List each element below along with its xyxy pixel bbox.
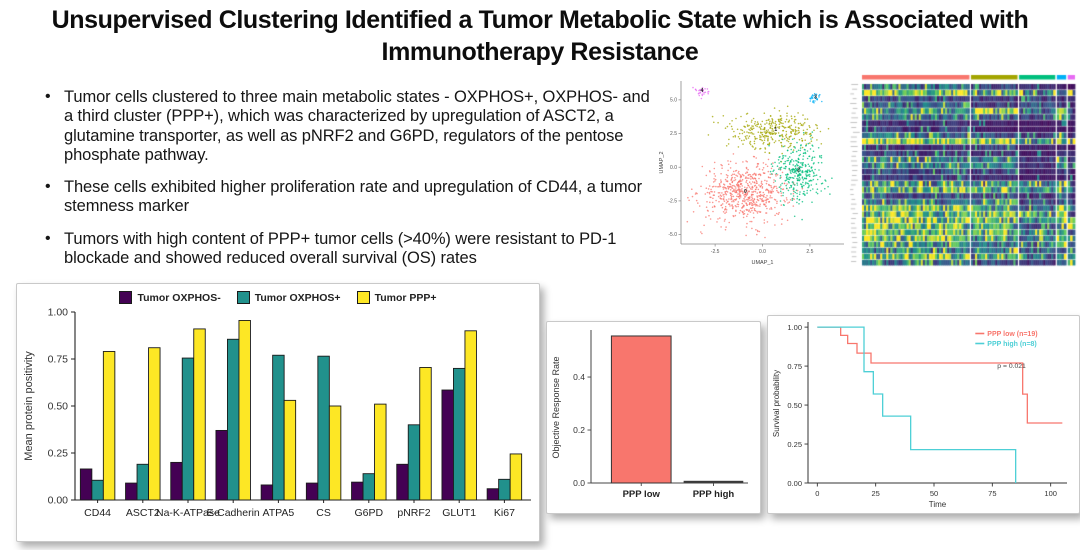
svg-text:4: 4	[700, 88, 703, 94]
svg-text:CS: CS	[316, 507, 331, 519]
svg-text:-5.0: -5.0	[668, 232, 677, 238]
svg-text:PPP high: PPP high	[693, 489, 735, 500]
svg-text:1: 1	[774, 127, 777, 133]
svg-text:0.50: 0.50	[48, 401, 69, 413]
svg-text:p = 0.021: p = 0.021	[997, 363, 1026, 370]
bullet-list: Tumor cells clustered to three main meta…	[40, 88, 654, 281]
svg-text:50: 50	[930, 489, 938, 498]
svg-text:2.5: 2.5	[670, 131, 677, 137]
svg-text:PPP low: PPP low	[623, 489, 661, 500]
svg-text:0.0: 0.0	[670, 165, 677, 171]
svg-text:3: 3	[814, 95, 817, 101]
legend-item-ppp: Tumor PPP+	[356, 291, 437, 304]
bullet-item-proliferation: These cells exhibited higher proliferati…	[40, 178, 654, 217]
svg-text:UMAP_2: UMAP_2	[659, 151, 665, 173]
legend-label-oxphos-pos: Tumor OXPHOS+	[254, 291, 341, 304]
svg-text:0.50: 0.50	[787, 401, 802, 410]
survival-curve-panel: 0.00 0.25 0.50 0.75 1.00 0 25 50 75 100 Time Surviv…	[767, 315, 1080, 514]
bullet-item-pd1-resistance: Tumors with high content of PPP+ tumor c…	[40, 230, 654, 269]
svg-text:0.75: 0.75	[787, 362, 802, 371]
svg-text:0.4: 0.4	[573, 372, 585, 382]
umap-scatter-svg: 5.0 2.5 0.0 -2.5 -5.0 -2.5 0.0 2.5 UMAP_1 UMAP_2 0…	[659, 81, 844, 266]
svg-text:1.00: 1.00	[787, 323, 802, 332]
legend-swatch-ppp	[356, 291, 370, 304]
svg-text:G6PD: G6PD	[355, 507, 384, 519]
umap-scatter-plot: 5.0 2.5 0.0 -2.5 -5.0 -2.5 0.0 2.5 UMAP_1 UMAP_2 0…	[656, 76, 850, 268]
svg-text:PPP high (n=8): PPP high (n=8)	[987, 341, 1036, 348]
svg-text:GLUT1: GLUT1	[442, 507, 476, 519]
slide-title-line1: Unsupervised Clustering Identified a Tum…	[51, 6, 1029, 34]
svg-text:ASCT2: ASCT2	[126, 507, 160, 519]
orr-bar-chart-svg: 0.0 0.2 0.4 Objective Response Rate PPP low P…	[551, 330, 748, 500]
svg-text:100: 100	[1044, 489, 1057, 498]
svg-text:pNRF2: pNRF2	[397, 507, 430, 519]
svg-text:25: 25	[871, 489, 879, 498]
svg-text:0.75: 0.75	[48, 354, 69, 366]
svg-text:0.0: 0.0	[759, 249, 766, 255]
objective-response-panel: 0.0 0.2 0.4 Objective Response Rate PPP low P…	[546, 321, 761, 514]
svg-text:0.0: 0.0	[573, 478, 585, 488]
legend-swatch-oxphos-pos	[236, 291, 250, 304]
svg-text:0.25: 0.25	[48, 448, 69, 460]
slide-title-line2: Immunotherapy Resistance	[381, 38, 699, 66]
svg-text:Ki67: Ki67	[494, 507, 515, 519]
svg-text:0.00: 0.00	[787, 479, 802, 488]
svg-text:0.2: 0.2	[573, 425, 585, 435]
legend-label-oxphos-neg: Tumor OXPHOS-	[137, 291, 221, 304]
svg-text:-2.5: -2.5	[668, 198, 677, 204]
svg-text:Time: Time	[929, 500, 947, 509]
svg-text:2: 2	[797, 167, 800, 173]
legend-label-ppp: Tumor PPP+	[374, 291, 437, 304]
svg-text:ATPA5: ATPA5	[263, 507, 295, 519]
svg-text:0: 0	[815, 489, 819, 498]
slide-title: Unsupervised Clustering Identified a Tum…	[0, 4, 1080, 68]
svg-text:CD44: CD44	[84, 507, 111, 519]
svg-text:0.00: 0.00	[48, 495, 69, 507]
svg-text:Na-K-ATPase: Na-K-ATPase	[156, 507, 220, 519]
legend-swatch-oxphos-neg	[119, 291, 133, 304]
protein-bar-chart-svg: 0.00 0.25 0.50 0.75 1.00 Mean protein positiv…	[23, 307, 531, 519]
svg-text:5.0: 5.0	[670, 97, 677, 103]
protein-chart-legend: Tumor OXPHOS- Tumor OXPHOS+ Tumor PPP+	[17, 291, 539, 304]
kaplan-meier-svg: 0.00 0.25 0.50 0.75 1.00 0 25 50 75 100 Time Surviv…	[772, 322, 1067, 509]
svg-text:E-Cadherin: E-Cadherin	[207, 507, 260, 519]
svg-text:1.00: 1.00	[48, 307, 69, 319]
svg-text:2.5: 2.5	[806, 249, 813, 255]
legend-item-oxphos-neg: Tumor OXPHOS-	[119, 291, 221, 304]
legend-item-oxphos-pos: Tumor OXPHOS+	[236, 291, 341, 304]
svg-text:PPP low (n=19): PPP low (n=19)	[987, 331, 1037, 338]
svg-text:-2.5: -2.5	[711, 249, 720, 255]
svg-text:Mean protein positivity: Mean protein positivity	[23, 351, 35, 461]
bullet-item-metabolic-states: Tumor cells clustered to three main meta…	[40, 88, 654, 165]
heatmap-canvas	[846, 72, 1078, 270]
svg-text:UMAP_1: UMAP_1	[751, 260, 773, 266]
svg-text:75: 75	[988, 489, 996, 498]
svg-text:Survival probability: Survival probability	[772, 370, 781, 437]
svg-text:0.25: 0.25	[787, 440, 802, 449]
svg-text:0: 0	[744, 189, 747, 195]
marker-expression-heatmap	[846, 72, 1078, 270]
protein-positivity-panel: Tumor OXPHOS- Tumor OXPHOS+ Tumor PPP+ 0…	[16, 283, 540, 542]
svg-text:Objective Response Rate: Objective Response Rate	[551, 356, 561, 458]
